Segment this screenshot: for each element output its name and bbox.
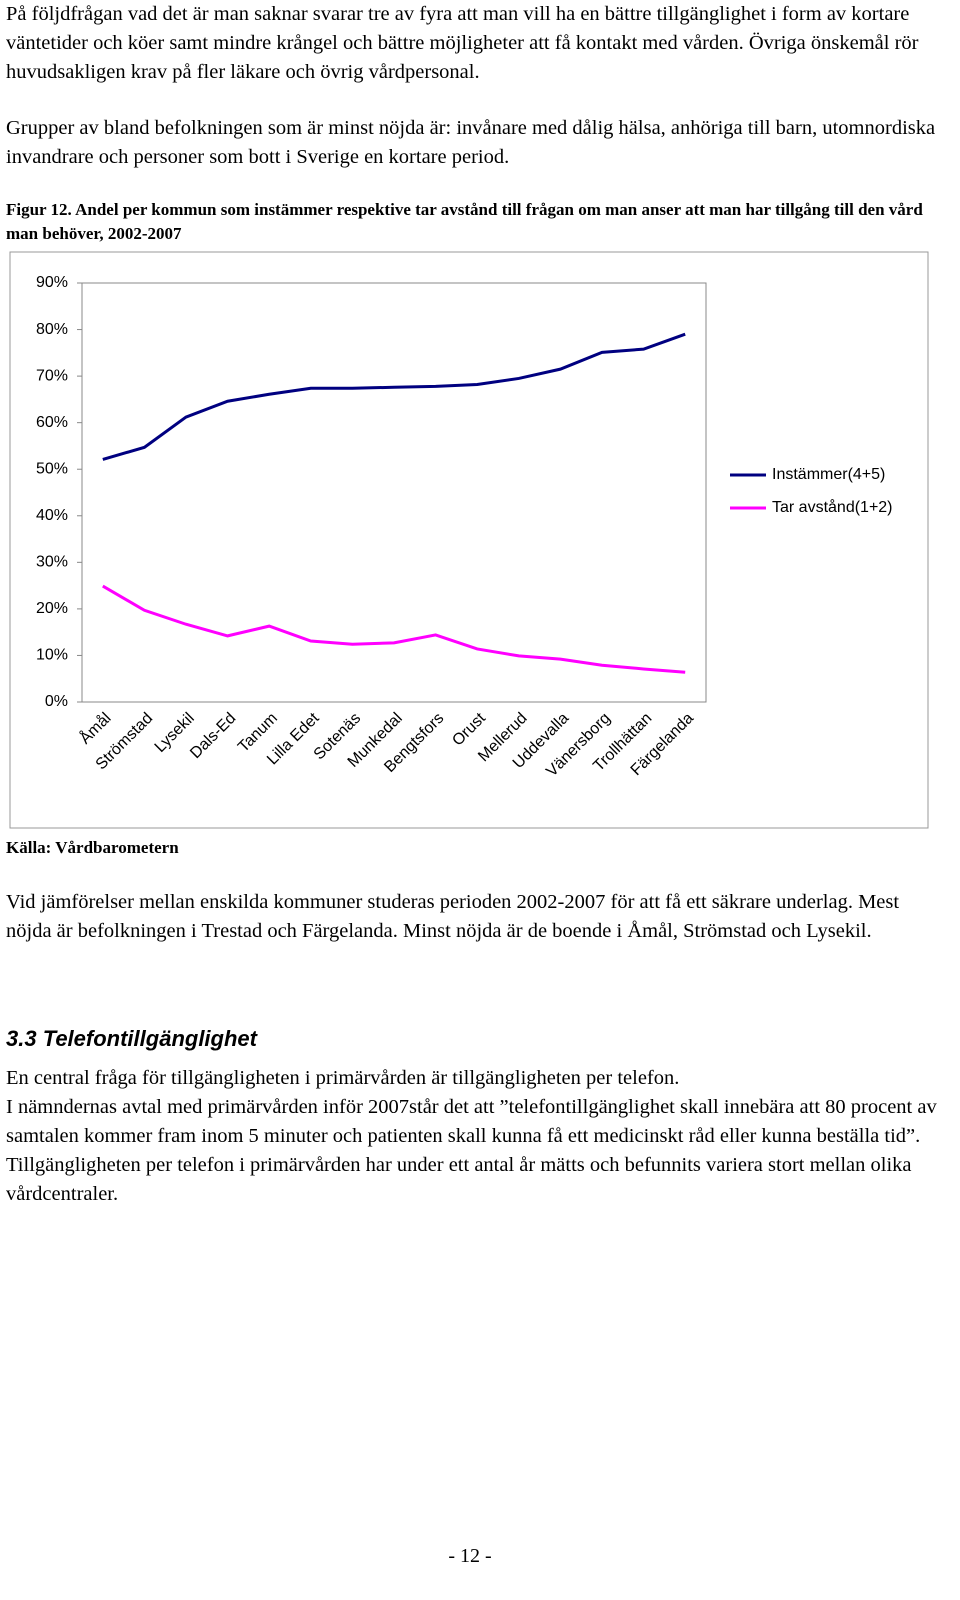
figure-caption: Figur 12. Andel per kommun som instämmer… xyxy=(6,200,923,243)
plot-area xyxy=(81,282,707,703)
y-tick-label: 80% xyxy=(36,321,68,338)
page-number: - 12 - xyxy=(448,1545,492,1567)
y-tick-label: 20% xyxy=(36,600,68,617)
y-tick-label: 10% xyxy=(36,647,68,664)
legend-label: Tar avstånd(1+2) xyxy=(772,498,893,516)
series-line xyxy=(102,332,686,461)
y-tick-label: 0% xyxy=(45,693,68,710)
y-tick-label: 50% xyxy=(36,460,68,477)
figure-source: Källa: Vårdbarometern xyxy=(6,838,179,857)
chart: 0%10%20%30%40%50%60%70%80%90%ÅmålStrömst… xyxy=(9,251,929,829)
paragraph: Vid jämförelser mellan enskilda kommuner… xyxy=(6,891,900,942)
y-tick-label: 90% xyxy=(36,274,68,291)
y-tick-label: 30% xyxy=(36,554,68,571)
section-heading: 3.3 Telefontillgänglighet xyxy=(6,1026,257,1051)
legend-label: Instämmer(4+5) xyxy=(772,466,885,483)
series-line xyxy=(102,584,686,674)
paragraph: I nämndernas avtal med primärvården infö… xyxy=(6,1096,937,1205)
paragraph: En central fråga för tillgängligheten i … xyxy=(6,1067,680,1089)
y-tick-label: 40% xyxy=(36,507,68,524)
paragraph: På följdfrågan vad det är man saknar sva… xyxy=(6,3,919,83)
paragraph: Grupper av bland befolkningen som är min… xyxy=(6,117,936,168)
y-tick-label: 70% xyxy=(36,367,68,384)
y-tick-label: 60% xyxy=(36,414,68,431)
